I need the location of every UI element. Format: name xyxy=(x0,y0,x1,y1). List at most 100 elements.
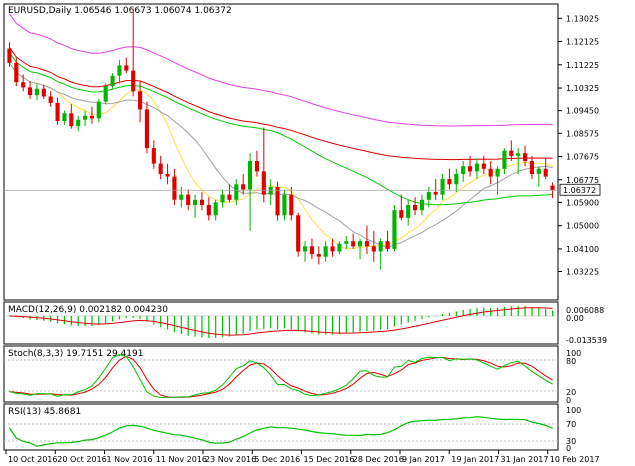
rsi-line xyxy=(8,416,553,447)
candle-body xyxy=(536,168,541,174)
macd-bar xyxy=(435,315,437,317)
macd-bar xyxy=(29,315,31,320)
candle-body xyxy=(34,88,39,96)
candle-body xyxy=(103,86,108,102)
candle-body xyxy=(495,168,500,177)
stoch-tick-20: 20 xyxy=(566,388,576,397)
macd-axis: 0.006088 0.00 -0.013539 xyxy=(566,306,607,345)
candle-body xyxy=(117,65,122,76)
price-panel[interactable]: EURUSD,Daily 1.06546 1.06673 1.06074 1.0… xyxy=(3,3,601,301)
candle-body xyxy=(303,246,308,252)
macd-bar xyxy=(297,315,299,332)
price-tick-label: 1.05900 xyxy=(566,198,599,207)
time-tick-label: 1 Nov 2016 xyxy=(107,455,153,464)
candle-body xyxy=(124,65,129,71)
candle-body xyxy=(371,246,376,252)
candle-body xyxy=(220,194,225,203)
price-panel-title: EURUSD,Daily 1.06546 1.06673 1.06074 1.0… xyxy=(8,6,232,16)
candle-body xyxy=(158,163,163,174)
macd-bar xyxy=(380,315,382,330)
candle-body xyxy=(550,185,555,191)
macd-bar xyxy=(551,310,554,316)
candle-body xyxy=(385,241,390,249)
macd-bar xyxy=(228,315,231,337)
candle-body xyxy=(179,194,184,200)
price-tick-label: 1.07675 xyxy=(566,153,599,162)
rsi-tick-30: 30 xyxy=(566,437,576,446)
macd-bar xyxy=(510,306,512,316)
macd-bar xyxy=(538,307,540,316)
candle-body xyxy=(289,194,294,216)
macd-bar xyxy=(414,315,416,321)
macd-bar xyxy=(331,315,334,335)
candle-body xyxy=(69,113,74,127)
macd-bar xyxy=(118,315,121,320)
time-tick-label: 9 Jan 2017 xyxy=(402,455,445,464)
price-panel-frame xyxy=(3,3,559,301)
macd-bar xyxy=(194,315,196,337)
macd-panel-frame xyxy=(3,301,559,345)
candle-body xyxy=(151,148,156,164)
candle-body xyxy=(186,194,191,205)
time-tick-label: 31 Jan 2017 xyxy=(501,455,549,464)
macd-panel[interactable]: MACD(12,26,9) 0.002182 0.004230 0.006088… xyxy=(3,301,607,345)
candle-body xyxy=(21,82,26,88)
price-tick-label: 1.13025 xyxy=(566,14,599,23)
macd-bar xyxy=(132,315,134,318)
stoch-panel[interactable]: Stoch(8,3,3) 19.7151 29.4191 100 80 20 0 xyxy=(3,345,581,405)
time-tick-label: 23 Nov 2016 xyxy=(205,455,256,464)
candle-body xyxy=(76,119,81,127)
time-tick-label: 28 Dec 2016 xyxy=(353,455,404,464)
candle-body xyxy=(440,179,445,195)
candle-body xyxy=(213,202,218,216)
candle-body xyxy=(502,150,507,169)
candle-body xyxy=(406,204,411,218)
stoch-tick-80: 80 xyxy=(566,357,576,366)
candle-body xyxy=(399,210,404,218)
candle-body xyxy=(309,246,314,255)
macd-bar xyxy=(311,315,313,334)
current-price-label: 1.06372 xyxy=(563,186,596,195)
macd-bar xyxy=(146,315,148,322)
candle-body xyxy=(83,115,88,120)
macd-bar xyxy=(490,307,492,316)
macd-bar xyxy=(180,315,182,335)
candle-body xyxy=(296,215,301,252)
candle-body xyxy=(516,153,521,156)
price-tick-label: 1.08575 xyxy=(566,129,599,138)
price-tick-label: 1.03225 xyxy=(566,268,599,277)
price-tick-label: 1.09450 xyxy=(566,107,599,116)
macd-bar xyxy=(503,306,506,316)
macd-bar xyxy=(160,315,162,328)
candle-body xyxy=(358,241,363,247)
macd-bar xyxy=(166,315,169,330)
macd-bar xyxy=(496,307,499,316)
macd-bar xyxy=(304,315,306,333)
candle-body xyxy=(110,75,115,87)
time-tick-label: 10 Feb 2017 xyxy=(550,455,600,464)
macd-bar xyxy=(249,315,251,331)
rsi-title: RSI(13) 45.8681 xyxy=(8,407,81,417)
candle-body xyxy=(7,48,12,63)
macd-bar xyxy=(517,305,519,316)
candle-body xyxy=(62,113,67,121)
candle-body xyxy=(378,241,383,252)
price-tick-label: 1.05000 xyxy=(566,222,599,231)
candle-body xyxy=(227,194,232,200)
candle-body xyxy=(488,168,493,177)
moving-averages xyxy=(8,13,553,250)
candle-body xyxy=(268,186,273,195)
macd-bar xyxy=(208,315,210,339)
macd-bar xyxy=(221,315,224,338)
macd-bar xyxy=(421,315,423,320)
price-tick-label: 1.06775 xyxy=(566,176,599,185)
candle-body xyxy=(172,176,177,200)
candle-body xyxy=(55,102,60,121)
candle-body xyxy=(144,109,149,149)
macd-bar xyxy=(393,315,396,327)
rsi-panel[interactable]: RSI(13) 45.8681 100 70 30 0 xyxy=(3,403,581,453)
macd-bar xyxy=(283,315,286,329)
time-tick-label: 20 Oct 2016 xyxy=(57,455,106,464)
macd-title: MACD(12,26,9) 0.002182 0.004230 xyxy=(8,305,168,315)
candle-body xyxy=(165,173,170,177)
